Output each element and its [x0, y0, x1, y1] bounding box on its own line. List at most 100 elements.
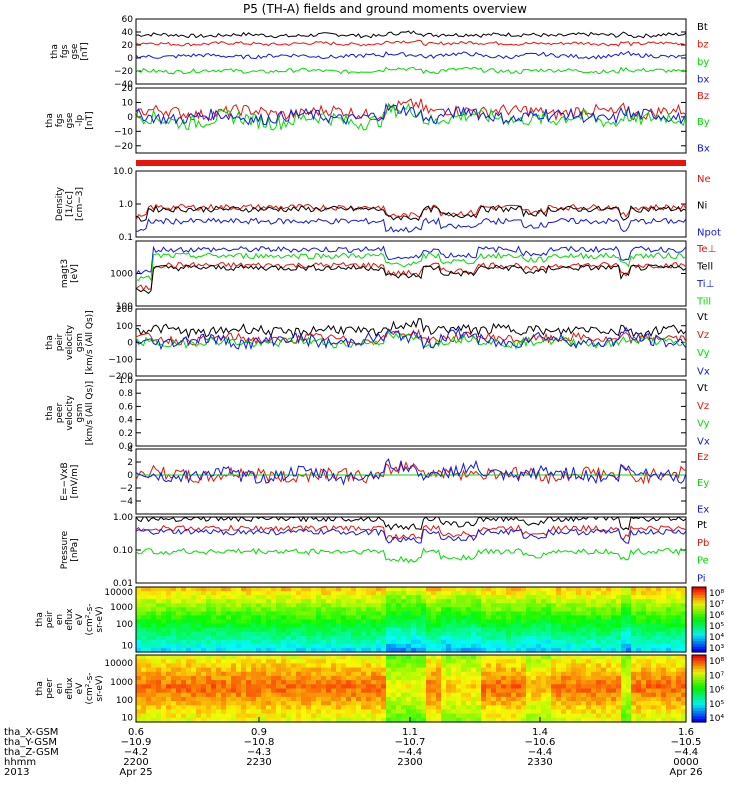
spectrogram-cell [151, 587, 157, 592]
spectrogram-cell [186, 631, 192, 637]
spectrogram-cell [226, 709, 232, 715]
spectrogram-cell [301, 591, 307, 596]
spectrogram-cell [506, 603, 512, 608]
spectrogram-cell [516, 692, 522, 698]
spectrogram-cell [406, 603, 412, 608]
spectrogram-cell [191, 615, 197, 621]
spectrogram-cell [376, 607, 382, 612]
spectrogram-cell [616, 599, 622, 604]
spectrogram-cell [646, 619, 652, 625]
spectrogram-cell [601, 709, 607, 715]
spectrogram-cell [156, 607, 162, 612]
spectrogram-cell [421, 671, 427, 677]
spectrogram-cell [451, 717, 457, 723]
spectrogram-cell [381, 603, 387, 608]
spectrogram-cell [261, 680, 267, 685]
spectrogram-cell [361, 627, 367, 633]
spectrogram-cell [161, 675, 167, 681]
colorbar-cell [692, 710, 706, 715]
spectrogram-cell [236, 684, 242, 690]
spectrogram-cell [286, 603, 292, 608]
spectrogram-cell [271, 615, 277, 621]
spectrogram-cell [436, 607, 442, 612]
spectrogram-cell [431, 591, 437, 596]
spectrogram-cell [246, 696, 252, 702]
spectrogram-cell [426, 667, 432, 673]
spectrogram-cell [171, 599, 177, 604]
spectrogram-cell [306, 635, 312, 641]
spectrogram-cell [366, 659, 372, 664]
spectrogram-cell [456, 647, 462, 653]
spectrogram-cell [551, 623, 557, 629]
spectrogram-cell [591, 647, 597, 653]
spectrogram-cell [226, 639, 232, 645]
spectrogram-cell [461, 643, 467, 649]
y-tick-label: 0.2 [119, 429, 133, 439]
spectrogram-cell [156, 595, 162, 600]
spectrogram-cell [576, 701, 582, 706]
spectrogram-cell [266, 623, 272, 629]
spectrogram-cell [616, 675, 622, 681]
spectrogram-cell [276, 663, 282, 669]
spectrogram-cell [561, 680, 567, 685]
spectrogram-cell [546, 627, 552, 633]
spectrogram-cell [241, 667, 247, 673]
spectrogram-cell [296, 615, 302, 621]
spectrogram-cell [196, 705, 202, 711]
spectrogram-cell [171, 696, 177, 702]
spectrogram-cell [456, 599, 462, 604]
spectrogram-cell [501, 717, 507, 723]
spectrogram-cell [581, 713, 587, 719]
y-axis-label: peir [45, 610, 55, 628]
spectrogram-cell [381, 627, 387, 633]
spectrogram-cell [191, 603, 197, 608]
spectrogram-cell [321, 647, 327, 653]
spectrogram-cell [416, 675, 422, 681]
spectrogram-cell [566, 615, 572, 621]
panel-frame [135, 448, 687, 515]
spectrogram-cell [326, 643, 332, 649]
spectrogram-cell [241, 705, 247, 711]
spectrogram-cell [681, 684, 687, 690]
spectrogram-cell [676, 663, 682, 669]
spectrogram-cell [646, 611, 652, 617]
spectrogram-cell [411, 635, 417, 641]
spectrogram-cell [461, 680, 467, 685]
spectrogram-cell [481, 713, 487, 719]
spectrogram-cell [546, 663, 552, 669]
spectrogram-cell [166, 619, 172, 625]
spectrogram-cell [656, 623, 662, 629]
spectrogram-cell [176, 623, 182, 629]
spectrogram-cell [336, 696, 342, 702]
spectrogram-cell [641, 607, 647, 612]
spectrogram-cell [571, 655, 577, 660]
spectrogram-cell [176, 647, 182, 653]
spectrogram-cell [211, 591, 217, 596]
spectrogram-cell [281, 671, 287, 677]
spectrogram-cell [341, 647, 347, 653]
spectrogram-cell [161, 643, 167, 649]
spectrogram-cell [136, 599, 142, 604]
spectrogram-cell [356, 591, 362, 596]
spectrogram-cell [276, 713, 282, 719]
spectrogram-cell [626, 709, 632, 715]
spectrogram-cell [426, 647, 432, 653]
spectrogram-cell [351, 688, 357, 694]
spectrogram-cell [611, 647, 617, 653]
spectrogram-cell [596, 599, 602, 604]
plot-title: P5 (TH-A) fields and ground moments over… [243, 2, 527, 16]
spectrogram-cell [531, 671, 537, 677]
colorbar-cell [692, 600, 706, 604]
spectrogram-cell [241, 717, 247, 723]
spectrogram-cell [391, 684, 397, 690]
spectrogram-cell [681, 667, 687, 673]
spectrogram-cell [386, 671, 392, 677]
spectrogram-cell [276, 659, 282, 664]
spectrogram-cell [661, 627, 667, 633]
spectrogram-cell [551, 709, 557, 715]
spectrogram-cell [201, 627, 207, 633]
spectrogram-cell [191, 595, 197, 600]
spectrogram-cell [671, 611, 677, 617]
spectrogram-cell [436, 615, 442, 621]
spectrogram-cell [261, 635, 267, 641]
